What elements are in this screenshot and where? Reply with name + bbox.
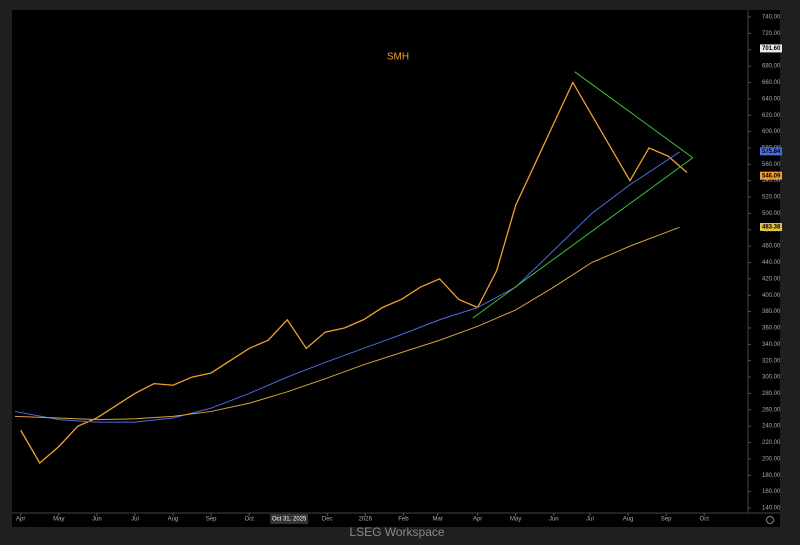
x-cursor-box: [270, 514, 309, 524]
y-tick-label: 200.00: [762, 456, 781, 462]
y-tick-label: 260.00: [762, 407, 781, 413]
price-tag-label: 483.38: [762, 225, 781, 231]
y-tick-label: 380.00: [762, 309, 781, 315]
series-line: [14, 151, 680, 423]
x-tick-label: Aug: [623, 517, 634, 523]
y-tick-label: 420.00: [762, 276, 781, 282]
x-tick-label: Oct 31, 2025: [272, 517, 307, 523]
trendline: [574, 71, 694, 159]
icon[interactable]: [766, 516, 774, 524]
x-tick-label: Oct: [245, 517, 255, 523]
x-tick-label: May: [53, 517, 64, 523]
y-tick-label: 280.00: [762, 391, 781, 397]
price-tag-label: 546.09: [762, 173, 781, 179]
y-tick-label: 740.00: [762, 15, 781, 21]
y-tick-label: 340.00: [762, 342, 781, 348]
price-tag: [760, 171, 782, 180]
x-tick-label: Oct: [700, 517, 710, 523]
y-tick-label: 160.00: [762, 489, 781, 495]
y-tick-label: 240.00: [762, 424, 781, 430]
price-tag: [760, 147, 782, 156]
price-tag: [760, 223, 782, 232]
x-tick-label: Jun: [549, 517, 559, 523]
price-tag: [760, 44, 782, 53]
y-tick-label: 640.00: [762, 96, 781, 102]
price-tag-label: 701.60: [762, 46, 781, 52]
x-tick-label: May: [510, 517, 521, 523]
y-tick-label: 300.00: [762, 375, 781, 381]
y-tick-label: 180.00: [762, 473, 781, 479]
y-tick-label: 560.00: [762, 162, 781, 168]
series-line: [20, 81, 688, 464]
x-tick-label: Jul: [586, 517, 594, 523]
x-tick-label: Mar: [432, 517, 442, 523]
x-tick-label: 2026: [359, 517, 373, 523]
x-tick-label: Aug: [168, 517, 179, 523]
y-tick-label: 600.00: [762, 129, 781, 135]
chart-title: SMH: [387, 52, 409, 63]
y-tick-label: 620.00: [762, 113, 781, 119]
x-tick-label: Jul: [131, 517, 139, 523]
y-tick-label: 720.00: [762, 31, 781, 37]
series-line: [14, 226, 680, 421]
y-tick-label: 140.00: [762, 506, 781, 512]
x-tick-label: Sep: [206, 517, 217, 523]
y-tick-label: 220.00: [762, 440, 781, 446]
y-tick-label: 500.00: [762, 211, 781, 217]
y-tick-label: 520.00: [762, 195, 781, 201]
y-tick-label: 400.00: [762, 293, 781, 299]
y-tick-label: 460.00: [762, 244, 781, 250]
chart-bg: [12, 10, 780, 527]
x-tick-label: Dec: [322, 517, 333, 523]
y-tick-label: 320.00: [762, 358, 781, 364]
x-tick-label: Apr: [16, 517, 25, 523]
x-tick-label: Jun: [92, 517, 102, 523]
y-tick-label: 360.00: [762, 326, 781, 332]
x-tick-label: Feb: [398, 517, 409, 523]
y-tick-label: 540.00: [762, 178, 781, 184]
trendline: [472, 157, 694, 319]
footer: LSEG Workspace: [349, 525, 444, 539]
y-tick-label: 660.00: [762, 80, 781, 86]
price-tag-label: 575.84: [762, 149, 781, 155]
y-tick-label: 440.00: [762, 260, 781, 266]
x-tick-label: Sep: [661, 517, 672, 523]
x-tick-label: Apr: [473, 517, 482, 523]
y-tick-label: 680.00: [762, 64, 781, 70]
